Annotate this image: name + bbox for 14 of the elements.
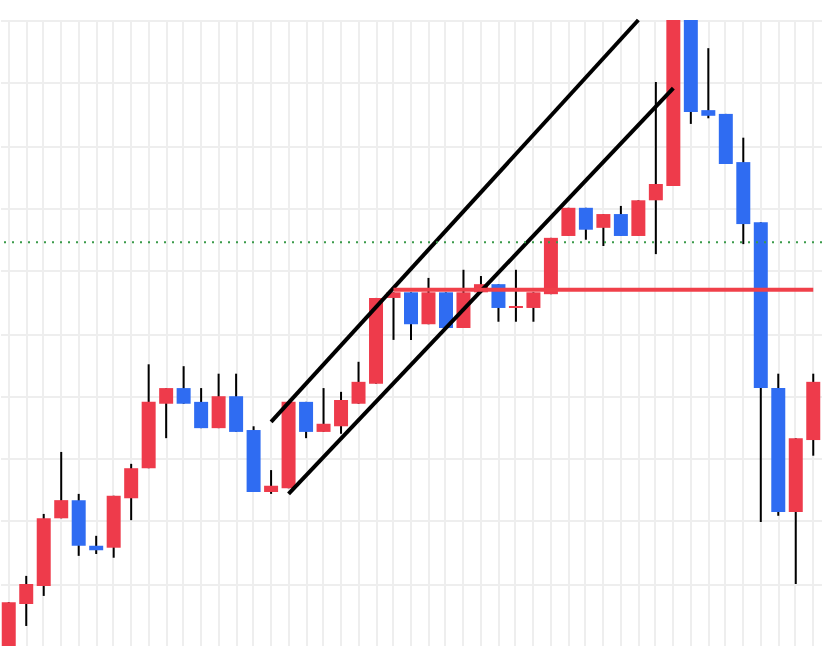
candlestick	[404, 291, 418, 341]
candlestick	[299, 400, 314, 440]
candlestick	[54, 450, 69, 520]
candlestick	[89, 534, 104, 555]
candlestick	[71, 492, 86, 557]
candlestick	[264, 469, 279, 495]
candlestick	[211, 372, 226, 430]
candlestick	[229, 372, 244, 433]
candlestick	[561, 206, 576, 237]
candlestick	[438, 291, 453, 329]
candlestick	[578, 206, 593, 241]
candlestick	[631, 199, 646, 237]
candlestick	[613, 204, 628, 237]
candlestick	[596, 213, 611, 247]
